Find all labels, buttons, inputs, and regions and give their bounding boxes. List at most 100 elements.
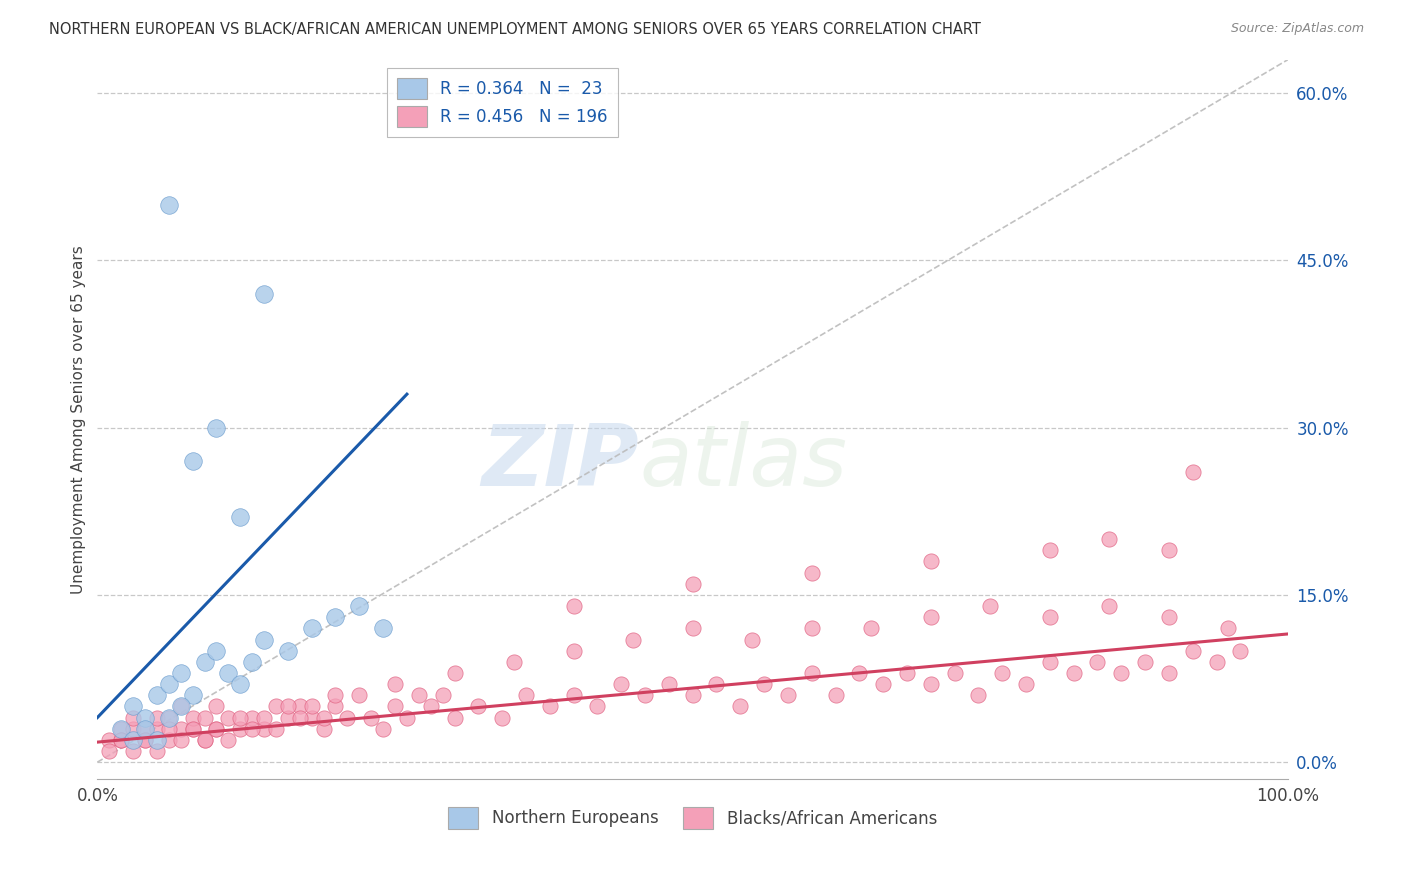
Point [110, 732, 132, 747]
Point [134, 732, 156, 747]
Point [1218, 621, 1240, 635]
Point [229, 722, 252, 736]
Point [848, 665, 870, 680]
Point [217, 665, 239, 680]
Point [1181, 643, 1204, 657]
Point [752, 677, 775, 691]
Point [371, 621, 394, 635]
Point [193, 710, 215, 724]
Point [1111, 665, 1133, 680]
Point [312, 722, 335, 736]
Point [325, 610, 347, 624]
Point [240, 655, 263, 669]
Point [384, 677, 406, 691]
Point [146, 722, 169, 736]
Point [1157, 665, 1180, 680]
Point [860, 621, 883, 635]
Point [658, 677, 681, 691]
Point [157, 722, 180, 736]
Point [682, 621, 704, 635]
Point [122, 722, 145, 736]
Point [491, 710, 513, 724]
Point [253, 710, 276, 724]
Point [134, 732, 156, 747]
Point [193, 732, 215, 747]
Point [562, 599, 585, 613]
Point [205, 699, 228, 714]
Point [1157, 610, 1180, 624]
Point [301, 710, 323, 724]
Point [706, 677, 728, 691]
Point [991, 665, 1014, 680]
Point [432, 688, 454, 702]
Point [920, 677, 942, 691]
Point [384, 699, 406, 714]
Point [730, 699, 752, 714]
Point [610, 677, 633, 691]
Point [634, 688, 657, 702]
Point [170, 699, 193, 714]
Point [515, 688, 537, 702]
Point [146, 744, 169, 758]
Point [229, 677, 252, 691]
Point [395, 710, 418, 724]
Y-axis label: Unemployment Among Seniors over 65 years: Unemployment Among Seniors over 65 years [72, 245, 86, 594]
Point [253, 632, 276, 647]
Point [217, 710, 239, 724]
Point [349, 599, 371, 613]
Point [264, 699, 287, 714]
Point [336, 710, 359, 724]
Point [896, 665, 918, 680]
Point [1039, 655, 1062, 669]
Point [157, 732, 180, 747]
Point [325, 688, 347, 702]
Point [741, 632, 763, 647]
Point [467, 699, 489, 714]
Point [205, 643, 228, 657]
Point [682, 576, 704, 591]
Text: ZIP: ZIP [481, 421, 640, 504]
Point [979, 599, 1001, 613]
Point [443, 665, 465, 680]
Point [277, 643, 299, 657]
Point [181, 688, 204, 702]
Point [586, 699, 609, 714]
Point [800, 665, 823, 680]
Point [1229, 643, 1251, 657]
Point [181, 454, 204, 468]
Point [110, 722, 132, 736]
Point [920, 554, 942, 568]
Point [253, 286, 276, 301]
Point [157, 197, 180, 211]
Point [301, 621, 323, 635]
Point [122, 732, 145, 747]
Point [621, 632, 644, 647]
Point [98, 744, 121, 758]
Point [1098, 599, 1121, 613]
Point [110, 732, 132, 747]
Point [503, 655, 526, 669]
Point [193, 655, 215, 669]
Point [288, 699, 311, 714]
Point [1087, 655, 1109, 669]
Text: NORTHERN EUROPEAN VS BLACK/AFRICAN AMERICAN UNEMPLOYMENT AMONG SENIORS OVER 65 Y: NORTHERN EUROPEAN VS BLACK/AFRICAN AMERI… [49, 22, 981, 37]
Point [443, 710, 465, 724]
Point [146, 688, 169, 702]
Point [170, 722, 193, 736]
Point [562, 643, 585, 657]
Point [122, 699, 145, 714]
Point [1063, 665, 1085, 680]
Point [682, 688, 704, 702]
Point [205, 420, 228, 434]
Point [134, 722, 156, 736]
Point [240, 710, 263, 724]
Point [181, 710, 204, 724]
Point [967, 688, 990, 702]
Point [229, 710, 252, 724]
Point [1133, 655, 1156, 669]
Text: atlas: atlas [640, 421, 846, 504]
Point [193, 732, 215, 747]
Point [538, 699, 561, 714]
Point [824, 688, 846, 702]
Point [371, 722, 394, 736]
